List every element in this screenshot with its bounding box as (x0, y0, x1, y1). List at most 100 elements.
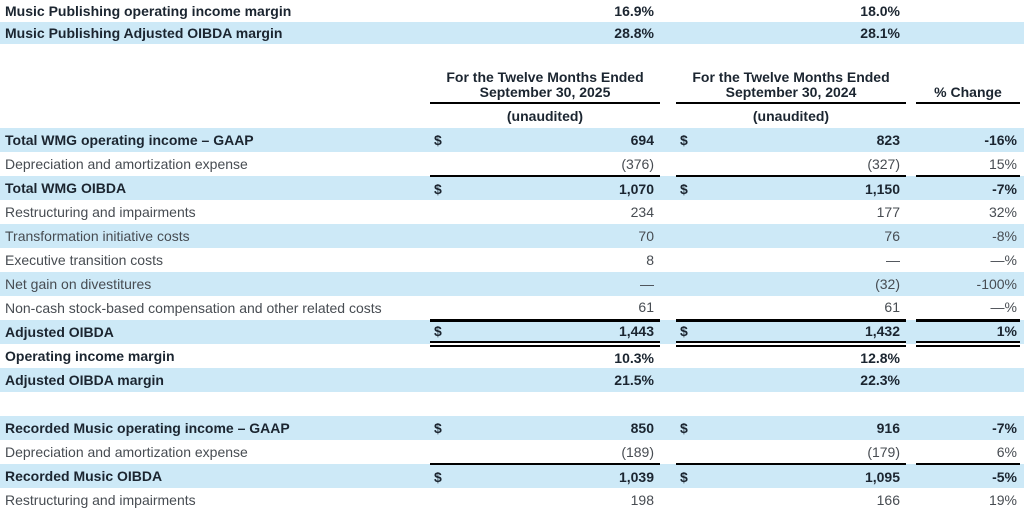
column-header-fy2024-line2: September 30, 2024 (725, 84, 857, 100)
currency-symbol-2025 (430, 344, 460, 368)
value-fy2024: 61 (706, 296, 906, 322)
spacer-cell (0, 392, 1024, 416)
table-row: Total WMG OIBDA $1,070 $1,150 -7% (0, 176, 1024, 200)
value-fy2025: — (640, 276, 654, 292)
table-row: Adjusted OIBDA margin 21.5% 22.3% (0, 368, 1024, 392)
value-pct-change: -100% (976, 276, 1017, 292)
column-header-fy2024-line1: For the Twelve Months Ended (692, 69, 890, 85)
table-row: Transformation initiative costs 70 76 -8% (0, 224, 1024, 248)
intro-section: Music Publishing operating income margin… (0, 0, 1024, 44)
column-gap (906, 248, 916, 272)
column-gap (660, 200, 676, 224)
column-header-pct-change: % Change (916, 44, 1020, 104)
value-fy2025: 16.9% (614, 3, 654, 19)
value-fy2024: (32) (875, 276, 900, 292)
currency-symbol-2024: $ (680, 468, 688, 485)
value-fy2024: (327) (706, 152, 906, 177)
value-pct-change (916, 344, 1020, 368)
currency-symbol-2024 (676, 248, 706, 272)
value-pct-change: -8% (992, 228, 1017, 244)
value-fy2024: 916 (876, 420, 900, 436)
header-spacer (0, 103, 430, 128)
value-fy2025: 198 (630, 492, 654, 508)
value-fy2025: (189) (460, 440, 660, 465)
unaudited-note-fy2025: (unaudited) (506, 108, 584, 124)
value-pct-change: 6% (916, 440, 1020, 465)
currency-symbol-2024: $ (680, 132, 688, 148)
value-fy2024: 76 (884, 228, 900, 244)
currency-symbol-2025 (430, 200, 460, 224)
currency-symbol-2024 (676, 0, 706, 22)
column-gap (906, 296, 916, 320)
table-row: Recorded Music operating income – GAAP $8… (0, 416, 1024, 440)
value-pct-change (916, 0, 1020, 22)
edge-gap (1020, 416, 1024, 440)
currency-symbol-2025 (430, 488, 460, 512)
table-row: Non-cash stock-based compensation and ot… (0, 296, 1024, 322)
value-fy2024: 1,095 (864, 468, 900, 485)
column-header-fy2024: For the Twelve Months Ended September 30… (676, 44, 906, 104)
currency-symbol-2024 (676, 272, 706, 296)
currency-symbol-2024 (676, 200, 706, 224)
currency-symbol-2024 (676, 152, 706, 177)
row-label: Operating income margin (5, 348, 175, 364)
edge-gap (1020, 200, 1024, 224)
value-fy2024: 12.8% (860, 349, 900, 366)
table-row: Music Publishing operating income margin… (0, 0, 1024, 22)
row-label: Music Publishing Adjusted OIBDA margin (5, 25, 283, 41)
table-row: Operating income margin 10.3% 12.8% (0, 344, 1024, 368)
column-gap (660, 272, 676, 296)
currency-symbol-2024 (676, 368, 706, 392)
currency-symbol-2024 (676, 296, 706, 322)
row-label: Restructuring and impairments (5, 204, 196, 220)
column-gap (660, 128, 676, 152)
column-header-fy2025-line2: September 30, 2025 (479, 84, 611, 100)
table-row: Net gain on divestitures — (32) -100% (0, 272, 1024, 296)
column-gap (660, 103, 676, 128)
column-gap (906, 128, 916, 152)
column-gap (660, 248, 676, 272)
value-fy2025: (376) (460, 152, 660, 177)
table-row: Total WMG operating income – GAAP $694 $82… (0, 128, 1024, 152)
column-gap (660, 44, 676, 103)
column-gap (906, 488, 916, 512)
column-gap (660, 22, 676, 44)
column-gap (906, 0, 916, 22)
column-gap (660, 464, 676, 488)
value-pct-change (916, 368, 1020, 392)
table-header: For the Twelve Months Ended September 30… (0, 44, 1024, 128)
column-gap (906, 103, 916, 128)
header-row-dates: For the Twelve Months Ended September 30… (0, 44, 1024, 104)
value-fy2025: 21.5% (614, 372, 654, 388)
column-gap (906, 22, 916, 44)
currency-symbol-2025 (430, 368, 460, 392)
value-fy2024: 1,150 (864, 180, 900, 197)
currency-symbol-2025: $ (434, 132, 442, 148)
edge-gap (1020, 344, 1024, 368)
column-gap (906, 200, 916, 224)
currency-symbol-2025: $ (434, 180, 442, 197)
value-fy2025: 694 (630, 132, 654, 148)
currency-symbol-2024: $ (680, 420, 688, 436)
row-label: Total WMG OIBDA (5, 180, 127, 196)
table-row: Restructuring and impairments 198 166 19% (0, 488, 1024, 512)
edge-gap (1020, 103, 1024, 128)
row-label: Depreciation and amortization expense (5, 156, 248, 172)
column-gap (660, 176, 676, 200)
value-pct-change: 19% (988, 492, 1017, 508)
row-label: Non-cash stock-based compensation and ot… (5, 300, 382, 316)
row-label: Depreciation and amortization expense (5, 444, 248, 460)
currency-symbol-2024 (676, 440, 706, 465)
edge-gap (1020, 464, 1024, 488)
table-row: Adjusted OIBDA $1,443 $1,432 1% (0, 320, 1024, 347)
column-gap (906, 368, 916, 392)
row-label: Recorded Music OIBDA (5, 468, 163, 484)
currency-symbol-2024 (676, 344, 706, 368)
currency-symbol-2025 (430, 224, 460, 248)
currency-symbol-2024: $ (676, 320, 706, 347)
edge-gap (1020, 320, 1024, 344)
column-gap (906, 224, 916, 248)
main-section: Total WMG operating income – GAAP $694 $82… (0, 128, 1024, 512)
